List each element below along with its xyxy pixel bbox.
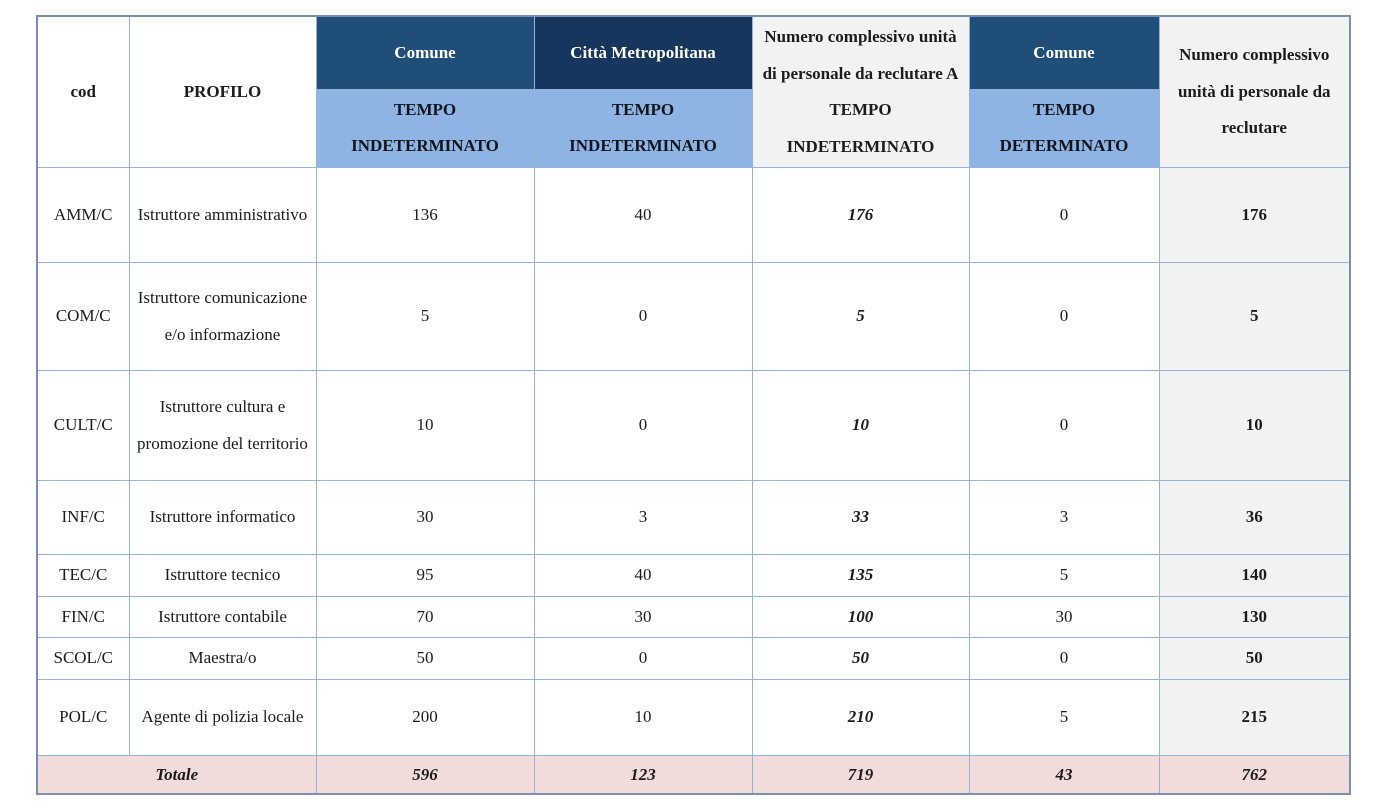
header-row-sub: TEMPO INDETERMINATO TEMPO INDETERMINATO … <box>37 88 1350 169</box>
header-comune-indeterminato: Comune <box>315 15 535 90</box>
cell-cod: COM/C <box>36 262 130 372</box>
cell-totale-ti: 33 <box>751 480 970 556</box>
cell-profilo: Istruttore tecnico <box>128 554 317 597</box>
cell-profilo: Istruttore comunicazione e/o informazion… <box>128 262 317 372</box>
cell-totale: 176 <box>1158 167 1351 264</box>
totale-comune-ti: 596 <box>315 754 535 795</box>
cell-totale: 5 <box>1158 262 1351 372</box>
cell-comune-ti: 30 <box>315 480 535 556</box>
cell-profilo: Istruttore cultura e promozione del terr… <box>128 370 317 482</box>
cell-cod: AMM/C <box>36 167 130 264</box>
cell-totale: 140 <box>1158 554 1351 597</box>
subheader-tempo-indeterminato-comune: TEMPO INDETERMINATO <box>315 88 535 169</box>
cell-citta-ti: 40 <box>533 167 753 264</box>
cell-citta-ti: 0 <box>533 262 753 372</box>
subheader-tempo-determinato-comune: TEMPO DETERMINATO <box>968 88 1160 169</box>
cell-profilo: Maestra/o <box>128 637 317 680</box>
table-row: FIN/C Istruttore contabile 70 30 100 30 … <box>36 595 1351 639</box>
cell-cod: TEC/C <box>36 554 130 597</box>
cell-citta-ti: 10 <box>533 678 753 756</box>
cell-comune-ti: 95 <box>315 554 535 597</box>
table-row: INF/C Istruttore informatico 30 3 33 3 3… <box>36 480 1351 556</box>
totale-label: Totale <box>36 754 317 795</box>
table-header: cod PROFILO Comune Città Metropolitana N… <box>36 15 1351 169</box>
cell-citta-ti: 40 <box>533 554 753 597</box>
header-row-top: cod PROFILO Comune Città Metropolitana N… <box>36 15 1351 169</box>
cell-cod: CULT/C <box>36 370 130 482</box>
cell-comune-ti: 50 <box>315 637 535 680</box>
header-comune-determinato: Comune <box>968 15 1160 90</box>
table-row: POL/C Agente di polizia locale 200 10 21… <box>36 678 1351 756</box>
cell-cod: POL/C <box>36 678 130 756</box>
cell-totale-ti: 210 <box>751 678 970 756</box>
cell-totale: 10 <box>1158 370 1351 482</box>
cell-totale-ti: 10 <box>751 370 970 482</box>
cell-citta-ti: 30 <box>533 595 753 639</box>
cell-comune-td: 0 <box>968 262 1160 372</box>
cell-totale-ti: 100 <box>751 595 970 639</box>
cell-comune-td: 0 <box>968 637 1160 680</box>
recruitment-table: cod PROFILO Comune Città Metropolitana N… <box>36 15 1351 796</box>
cell-profilo: Istruttore contabile <box>128 595 317 639</box>
header-citta-metropolitana: Città Metropolitana <box>533 15 753 90</box>
table-row: COM/C Istruttore comunicazione e/o infor… <box>36 262 1351 372</box>
cell-profilo: Istruttore informatico <box>128 480 317 556</box>
cell-totale-ti: 176 <box>751 167 970 264</box>
cell-comune-ti: 200 <box>315 678 535 756</box>
cell-totale-ti: 50 <box>751 637 970 680</box>
table-row: SCOL/C Maestra/o 50 0 50 0 50 <box>36 637 1351 680</box>
cell-totale: 215 <box>1158 678 1351 756</box>
cell-comune-ti: 5 <box>315 262 535 372</box>
cell-totale: 130 <box>1158 595 1351 639</box>
cell-citta-ti: 0 <box>533 370 753 482</box>
header-cod: cod <box>36 15 130 169</box>
cell-comune-td: 3 <box>968 480 1160 556</box>
table-row: AMM/C Istruttore amministrativo 136 40 1… <box>36 167 1351 264</box>
cell-comune-ti: 70 <box>315 595 535 639</box>
cell-comune-td: 5 <box>968 554 1160 597</box>
cell-totale-ti: 135 <box>751 554 970 597</box>
cell-comune-td: 5 <box>968 678 1160 756</box>
totale-comune-td: 43 <box>968 754 1160 795</box>
totale-citta-ti: 123 <box>533 754 753 795</box>
totale-tot: 762 <box>1158 754 1351 795</box>
cell-comune-td: 0 <box>968 167 1160 264</box>
totale-tot-ti: 719 <box>751 754 970 795</box>
header-totale-generale: Numero complessivo unità di personale da… <box>1158 15 1351 169</box>
cell-comune-ti: 136 <box>315 167 535 264</box>
cell-citta-ti: 0 <box>533 637 753 680</box>
cell-profilo: Agente di polizia locale <box>128 678 317 756</box>
cell-citta-ti: 3 <box>533 480 753 556</box>
header-profilo: PROFILO <box>128 15 317 169</box>
cell-cod: FIN/C <box>36 595 130 639</box>
cell-profilo: Istruttore amministrativo <box>128 167 317 264</box>
cell-cod: INF/C <box>36 480 130 556</box>
table-row: CULT/C Istruttore cultura e promozione d… <box>36 370 1351 482</box>
cell-comune-td: 0 <box>968 370 1160 482</box>
subheader-tempo-indeterminato-citta: TEMPO INDETERMINATO <box>533 88 753 169</box>
cell-cod: SCOL/C <box>36 637 130 680</box>
table-row: TEC/C Istruttore tecnico 95 40 135 5 140 <box>36 554 1351 597</box>
totale-row: Totale 596 123 719 43 762 <box>36 754 1351 795</box>
header-totale-indeterminato: Numero complessivo unità di personale da… <box>751 15 970 169</box>
cell-totale-ti: 5 <box>751 262 970 372</box>
cell-totale: 50 <box>1158 637 1351 680</box>
cell-totale: 36 <box>1158 480 1351 556</box>
table-body: AMM/C Istruttore amministrativo 136 40 1… <box>36 167 1351 795</box>
cell-comune-td: 30 <box>968 595 1160 639</box>
cell-comune-ti: 10 <box>315 370 535 482</box>
